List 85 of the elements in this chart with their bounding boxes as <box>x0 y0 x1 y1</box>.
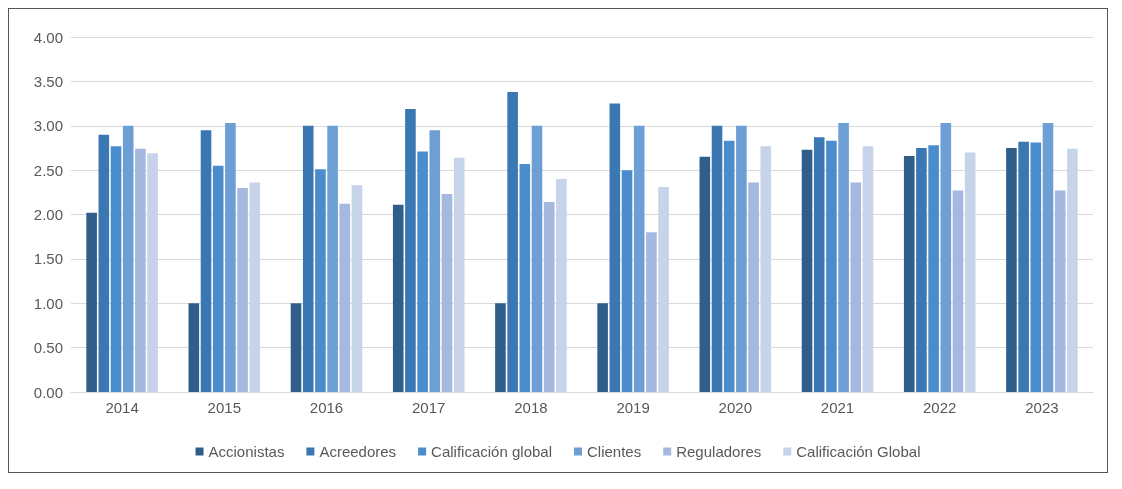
legend-label: Clientes <box>587 443 642 460</box>
bar <box>531 125 543 392</box>
x-tick-label: 2014 <box>105 399 139 416</box>
bar <box>1006 147 1017 392</box>
bar <box>200 130 212 392</box>
bar <box>188 303 200 392</box>
bar <box>290 303 302 392</box>
x-tick-label: 2022 <box>923 399 957 416</box>
bar <box>646 232 657 392</box>
bar <box>429 130 441 392</box>
bar <box>122 125 134 392</box>
bar <box>862 146 874 392</box>
x-tick-label: 2018 <box>514 399 548 416</box>
bar <box>748 182 759 392</box>
bar <box>801 149 813 392</box>
bar <box>826 140 837 392</box>
bar <box>225 123 236 392</box>
bar <box>903 155 915 392</box>
x-tick-label: 2017 <box>412 399 446 416</box>
y-tick-label: 3.00 <box>33 117 63 135</box>
x-tick-label: 2016 <box>309 399 344 416</box>
bar <box>916 147 927 392</box>
bar <box>110 146 122 392</box>
bar <box>928 145 939 392</box>
bar <box>351 185 363 392</box>
bar <box>212 165 224 392</box>
bar <box>658 186 669 392</box>
bar <box>838 123 849 392</box>
x-tick-label: 2021 <box>820 399 855 416</box>
bar <box>315 169 326 392</box>
bar <box>507 92 518 392</box>
y-tick-label: 4.00 <box>33 28 63 46</box>
bar <box>249 182 261 392</box>
bar <box>1054 190 1066 392</box>
legend-label: Accionistas <box>208 443 285 460</box>
bar <box>392 204 404 392</box>
x-tick-label: 2020 <box>718 399 752 416</box>
bar <box>86 212 97 392</box>
legend-label: Reguladores <box>676 443 762 460</box>
bar <box>621 170 633 392</box>
bar <box>699 156 711 392</box>
bar <box>147 153 158 392</box>
y-tick-label: 2.50 <box>33 161 63 179</box>
bar <box>453 157 465 392</box>
y-tick-label: 1.50 <box>33 250 63 268</box>
y-tick-label: 2.00 <box>33 206 63 223</box>
bar <box>813 137 825 392</box>
bar <box>597 303 608 392</box>
legend-label: Calificación Global <box>796 443 921 460</box>
bar <box>327 125 338 392</box>
bar <box>633 125 645 392</box>
y-tick-label: 0.00 <box>33 383 63 401</box>
y-tick-label: 1.00 <box>33 294 63 312</box>
bar <box>237 187 248 392</box>
legend-label: Acreedores <box>319 443 397 460</box>
bar <box>1030 142 1042 392</box>
bar <box>723 140 735 392</box>
bar <box>339 203 351 392</box>
y-tick-label: 3.50 <box>33 72 63 90</box>
bar <box>760 146 772 392</box>
bar <box>964 152 976 392</box>
x-tick-label: 2015 <box>207 399 241 416</box>
bar <box>519 163 531 392</box>
bar <box>495 303 506 392</box>
bar <box>543 202 555 392</box>
y-tick-label: 0.50 <box>33 339 63 357</box>
bar <box>609 103 621 392</box>
bar <box>940 123 952 392</box>
bar <box>736 125 747 392</box>
x-tick-label: 2019 <box>616 399 650 416</box>
bar <box>556 179 567 392</box>
bar <box>302 125 314 392</box>
bar <box>952 190 964 392</box>
bar <box>135 148 146 392</box>
bar <box>1067 148 1078 392</box>
bar <box>1018 141 1029 392</box>
legend-label: Calificación global <box>431 443 552 460</box>
bar <box>441 194 453 392</box>
bar <box>1042 123 1054 392</box>
bar <box>98 134 110 392</box>
bar <box>711 125 723 392</box>
bar <box>417 151 428 392</box>
bar <box>405 108 416 392</box>
bar <box>850 182 862 392</box>
x-tick-label: 2023 <box>1025 399 1059 416</box>
